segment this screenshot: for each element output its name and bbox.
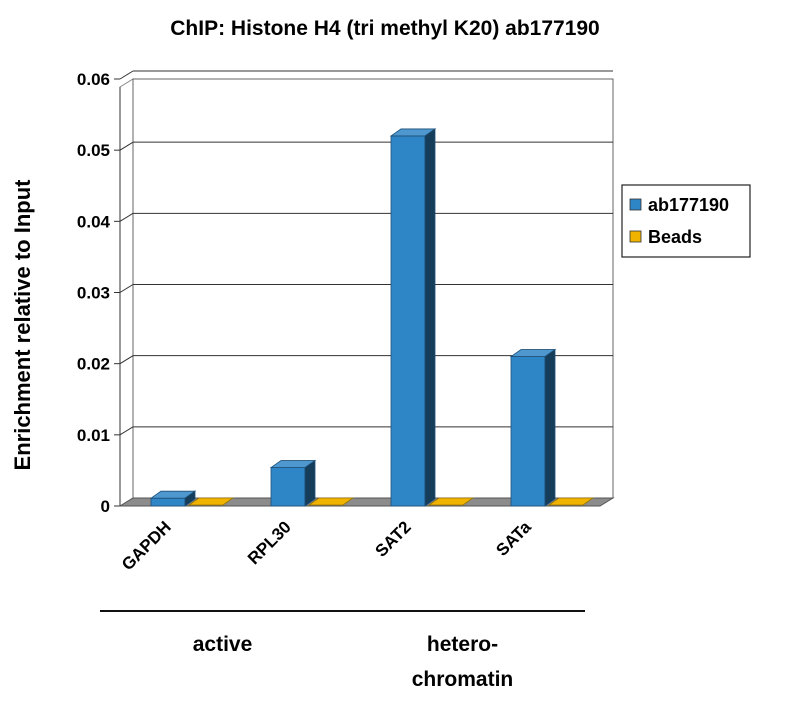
legend-swatch [629,198,642,211]
y-tick-label: 0.06 [77,70,110,89]
bar-side-ab177190-RPL30 [304,459,316,507]
y-tick-label: 0.05 [77,141,110,160]
category-label: RPL30 [244,517,295,568]
category-label: GAPDH [118,517,175,574]
bar-side-ab177190-SATa [544,348,556,507]
bar-Beads-RPL30 [307,497,355,506]
bar-ab177190-GAPDH [150,497,186,507]
y-tick-label: 0.03 [77,284,110,303]
group-label: active [193,633,253,656]
bar-ab177190-SATa [510,356,546,507]
group-label: hetero- [427,633,498,656]
y-tick-label: 0.02 [77,355,110,374]
gridline-diag [119,284,134,293]
bar-side-ab177190-GAPDH [184,490,196,507]
category-label: SATa [492,517,535,560]
bar-Beads-GAPDH [187,497,235,506]
y-tick-label: 0.01 [77,426,110,445]
bar-ab177190-SAT2 [390,135,426,507]
legend-label: Beads [648,227,702,247]
legend-box [621,184,751,258]
group-label: chromatin [412,668,514,691]
bar-side-ab177190-SAT2 [424,128,436,507]
bar-Beads-SAT2 [427,497,475,506]
bar-ab177190-RPL30 [270,467,306,507]
legend-swatch [629,230,642,243]
gridline-diag [119,70,134,80]
bar-Beads-SATa [547,497,595,506]
gridline-diag [119,212,134,222]
gridline-diag [119,355,134,365]
y-tick-label: 0.04 [77,212,111,231]
y-axis-label: Enrichment relative to Input [10,179,35,471]
gridline-diag [119,426,134,436]
legend-label: ab177190 [648,195,729,215]
gridline-diag [119,141,134,151]
chart-title: ChIP: Histone H4 (tri methyl K20) ab1771… [170,17,599,40]
category-label: SAT2 [372,517,415,560]
floor [118,497,615,507]
y-tick-label: 0 [101,497,110,516]
